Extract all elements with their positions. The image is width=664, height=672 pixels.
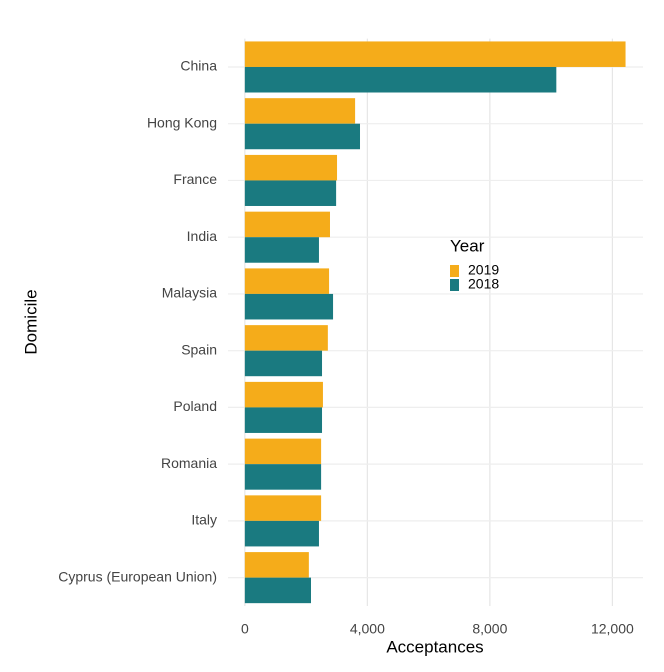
bar (244, 180, 337, 206)
y-tick-label: Italy (191, 512, 217, 528)
y-tick-label: Romania (161, 455, 217, 471)
x-tick-label: 0 (241, 621, 249, 637)
plot: 0 4,000 8,000 12,000 China Hong Kong France Ind… (58, 38, 643, 637)
bar (244, 520, 319, 547)
bar (244, 154, 338, 181)
legend-title: Year (450, 236, 485, 255)
legend-label: 2019 (468, 262, 499, 278)
y-tick-label: India (187, 228, 218, 244)
y-tick-label: China (180, 58, 217, 74)
bar (244, 552, 309, 578)
x-tick-label: 12,000 (591, 621, 634, 637)
y-tick-label: Poland (173, 398, 217, 414)
x-tick-label: 8,000 (472, 621, 507, 637)
y-tick-label: Hong Kong (147, 114, 217, 130)
bar (244, 381, 323, 408)
y-tick-label: Malaysia (162, 285, 217, 301)
bar (244, 407, 323, 433)
legend-label: 2018 (468, 276, 499, 292)
bar (244, 577, 311, 604)
bar (244, 438, 322, 465)
bar (244, 350, 323, 377)
y-tick-label: Cyprus (European Union) (58, 568, 217, 584)
bar (244, 123, 361, 150)
bar (244, 237, 319, 263)
y-axis-title: Domicile (21, 289, 40, 354)
legend-swatch (450, 279, 459, 291)
bar (244, 293, 334, 320)
bar (244, 41, 626, 67)
bar (244, 325, 328, 351)
bar (244, 66, 557, 93)
bar (244, 464, 322, 490)
y-tick-label: France (173, 171, 217, 187)
bar (244, 211, 330, 238)
legend-swatch (450, 265, 459, 277)
x-tick-label: 4,000 (350, 621, 385, 637)
x-axis-title: Acceptances (386, 637, 483, 656)
y-tick-label: Spain (181, 341, 217, 357)
bar (244, 495, 322, 521)
bar (244, 268, 330, 294)
bar (244, 98, 356, 124)
